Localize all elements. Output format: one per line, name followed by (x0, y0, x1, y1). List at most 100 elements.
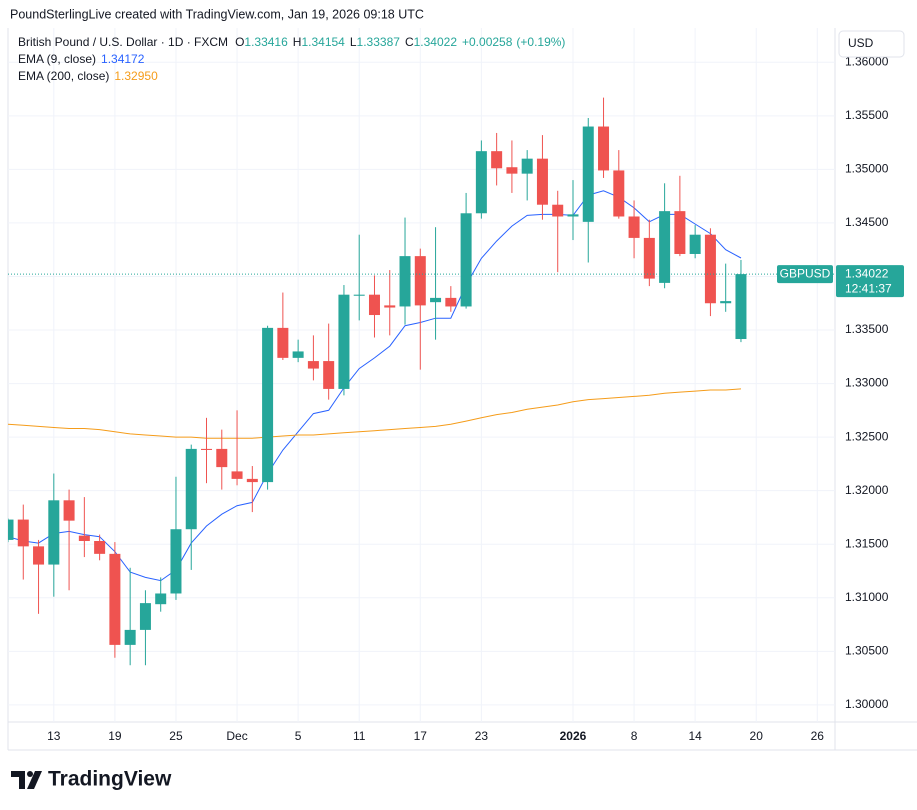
logo: TradingView (11, 768, 172, 791)
x-tick-label: 13 (47, 729, 61, 743)
ohlc-label: H (293, 35, 302, 49)
candle-body (201, 448, 213, 450)
candle-body (170, 529, 182, 594)
candle-body (94, 541, 106, 554)
ohlc-value: 1.33416 (244, 35, 288, 49)
candle-body (292, 351, 304, 358)
last-price-box (836, 265, 904, 298)
y-tick-label: 1.34500 (845, 215, 889, 229)
symbol-label: GBPUSD (780, 266, 831, 280)
candle-body (139, 603, 151, 630)
candle-body (598, 126, 610, 171)
currency-button[interactable] (838, 30, 905, 58)
ohlc-value: 1.33387 (357, 35, 401, 49)
candle-body (368, 294, 380, 316)
logo-icon-slash (27, 771, 42, 789)
plot (8, 97, 835, 666)
countdown: 12:41:37 (845, 281, 892, 295)
y-tick-label: 1.31500 (845, 536, 889, 550)
last-price: 1.34022 (845, 266, 889, 280)
candle-body (109, 553, 121, 645)
candle-body (277, 327, 289, 358)
legend-value: 1.34172 (101, 52, 145, 66)
y-tick-label: 1.36000 (845, 54, 889, 68)
candle-body (674, 211, 686, 254)
x-tick-label: 25 (169, 729, 183, 743)
candle-body (399, 256, 411, 307)
candle-body (475, 151, 487, 214)
x-tick-label: 23 (475, 729, 489, 743)
ohlc-value: 1.34154 (301, 35, 345, 49)
x-tick-label: 8 (631, 729, 638, 743)
candle-body (48, 500, 60, 565)
currency-label[interactable]: USD (848, 36, 874, 50)
y-tick-label: 1.33000 (845, 376, 889, 390)
x-tick-label: 2026 (560, 729, 587, 743)
x-tick-label: Dec (226, 729, 247, 743)
candle-body (521, 158, 533, 174)
legend-name: EMA (9, close) (18, 52, 96, 66)
candle-body (307, 361, 319, 369)
candle-body (689, 234, 701, 254)
legend-entry: EMA (9, close) 1.34172 (18, 52, 145, 66)
brand: TradingView (48, 768, 172, 791)
candle-body (613, 170, 625, 217)
candle-body (353, 294, 365, 296)
ema-line (8, 388, 742, 439)
candle-body (231, 471, 243, 479)
candle-body (643, 237, 655, 279)
candle-body (155, 593, 167, 605)
change: +0.00258 (462, 35, 513, 49)
candle-body (704, 234, 716, 304)
candle-body (628, 216, 640, 238)
candle-body (17, 519, 29, 547)
axes: 1.30000 1.30500 1.31000 1.31500 1.32000 1.325… (47, 54, 889, 743)
ohlc-label: C (405, 35, 414, 49)
y-tick-label: 1.35500 (845, 108, 889, 122)
candle-body (185, 448, 197, 530)
x-tick-label: 20 (750, 729, 764, 743)
candle-body (384, 305, 396, 308)
candle-body (338, 294, 350, 389)
legend-title: British Pound / U.S. Dollar · 1D · FXCM (18, 35, 228, 49)
header: PoundSterlingLive created with TradingVi… (10, 7, 424, 21)
y-tick-label: 1.30000 (845, 697, 889, 711)
y-tick-label: 1.32000 (845, 483, 889, 497)
candle-body (63, 500, 75, 521)
x-tick-label: 5 (295, 729, 302, 743)
candle-body (246, 478, 258, 483)
candle-body (33, 546, 45, 565)
candle-body (491, 151, 503, 169)
y-tick-label: 1.30500 (845, 643, 889, 657)
candle-body (216, 448, 228, 468)
candle-body (414, 256, 426, 306)
candle-body (124, 629, 136, 645)
y-tick-label: 1.31000 (845, 590, 889, 604)
candle-body (460, 213, 472, 307)
legend-value: 1.32950 (114, 69, 158, 83)
logo-icon-dot (27, 771, 33, 777)
y-tick-label: 1.33500 (845, 322, 889, 336)
candle-body (552, 204, 564, 217)
x-tick-label: 19 (108, 729, 122, 743)
candle-body (78, 535, 90, 542)
candle-body (567, 214, 579, 217)
logo-icon (11, 771, 25, 789)
x-tick-label: 14 (688, 729, 702, 743)
candle-body (506, 167, 518, 174)
x-tick-label: 17 (414, 729, 428, 743)
candle-body (430, 297, 442, 303)
candle-body (445, 297, 457, 307)
ohlc-value: 1.34022 (414, 35, 458, 49)
ohlc-label: O (235, 35, 244, 49)
candle-body (582, 126, 594, 222)
symbol-box (777, 265, 833, 284)
candle-body (262, 327, 274, 483)
candle-body (720, 301, 732, 304)
change-percent: (+0.19%) (516, 35, 565, 49)
legend-main: British Pound / U.S. Dollar · 1D · FXCM O… (18, 35, 565, 49)
x-tick-label: 26 (811, 729, 825, 743)
